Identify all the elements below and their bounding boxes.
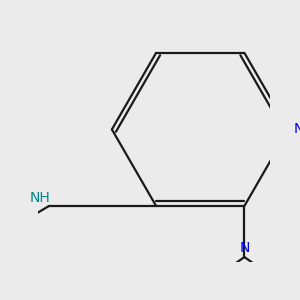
Text: N: N bbox=[239, 241, 250, 255]
Text: N: N bbox=[294, 122, 300, 136]
Text: NH: NH bbox=[29, 191, 50, 205]
